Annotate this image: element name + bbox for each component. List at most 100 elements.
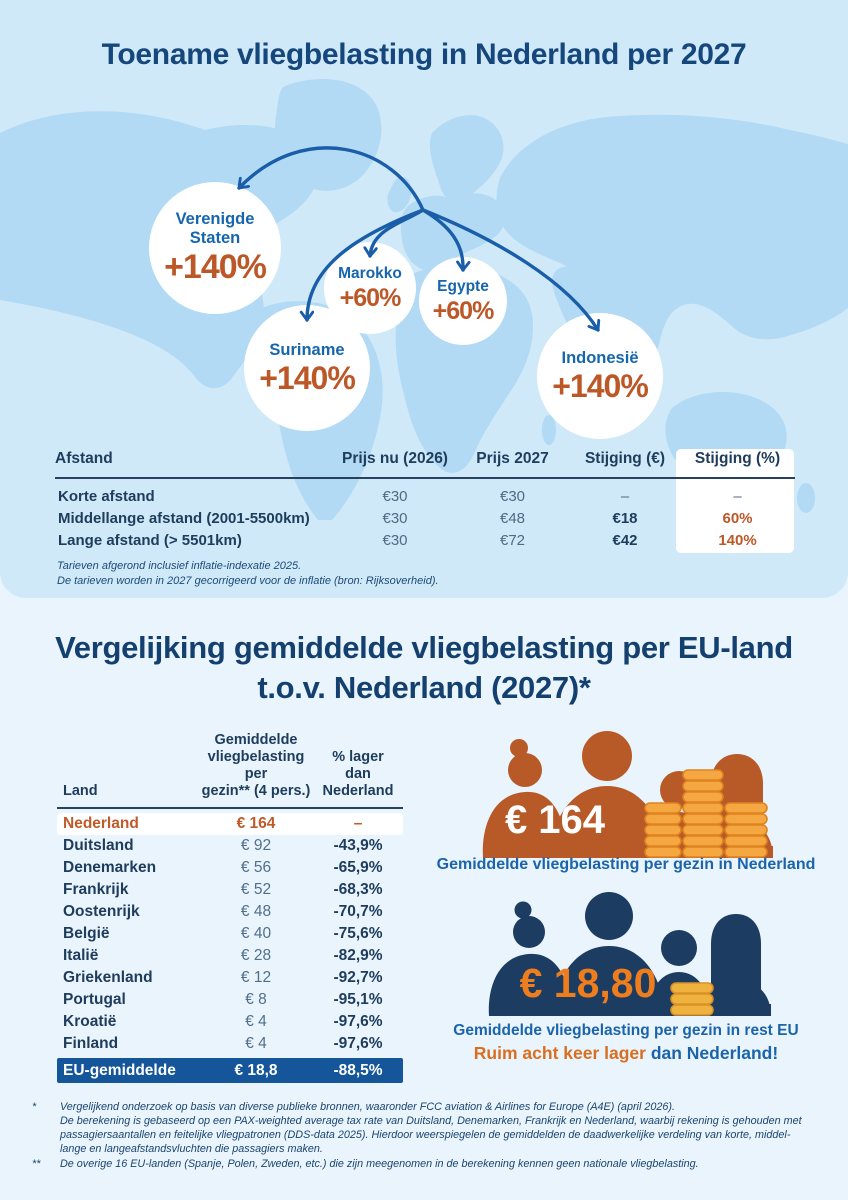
destination-circle-suriname xyxy=(244,305,370,431)
table-footnote-line1: Tarieven afgerond inclusief inflatie-ind… xyxy=(57,560,302,572)
footnote-1: * Vergelijkend onderzoek op basis van di… xyxy=(32,1100,824,1156)
pct-column-highlight xyxy=(676,449,794,553)
destination-increase: +140% xyxy=(552,367,649,404)
increase-eur: €18 xyxy=(612,509,638,527)
destination-name: Marokko xyxy=(338,264,402,282)
destination-increase: +140% xyxy=(259,359,356,396)
section-title-line1: Vergelijking gemiddelde vliegbelasting p… xyxy=(55,630,793,665)
price-now: €30 xyxy=(382,509,408,527)
column-header-afstand: Afstand xyxy=(55,450,113,467)
destination-circle-indonesie xyxy=(537,313,663,439)
nl-amount: € 164 xyxy=(504,798,606,842)
increase-pct: 140% xyxy=(718,531,757,549)
price-2027: €48 xyxy=(499,509,526,527)
destination-circle-marokko xyxy=(324,242,416,334)
world-map xyxy=(0,79,848,520)
table-row-nederland: Nederland € 164 – xyxy=(57,813,403,835)
column-header-average: Gemiddelde vliegbelasting per gezin** (4… xyxy=(201,732,311,799)
increase-pct: 60% xyxy=(722,509,753,527)
destination-name: Egypte xyxy=(437,277,489,295)
increase-pct: – xyxy=(733,487,742,505)
continent-scandinavia xyxy=(429,115,504,202)
island-uk xyxy=(387,177,412,213)
section-title: Vergelijking gemiddelde vliegbelasting p… xyxy=(0,628,848,708)
route-arrow-verenigde-staten xyxy=(237,146,425,212)
destination-bubble-egypte: Egypte +60% xyxy=(419,257,507,345)
nl-family-graphic xyxy=(482,731,773,858)
column-header-stijging-eur: Stijging (€) xyxy=(584,450,666,467)
route-arrow-indonesie xyxy=(421,208,598,332)
table-row: Middellange afstand (2001-5500km) €30 €4… xyxy=(55,507,795,529)
destination-increase: +60% xyxy=(432,296,495,325)
table-row: Korte afstand €30 €30 – – xyxy=(55,485,795,507)
coin-stack-icon xyxy=(644,769,768,858)
table-row: Oostenrijk € 48 -70,7% xyxy=(63,903,383,920)
table-row: Italië € 28 -82,9% xyxy=(63,947,383,964)
destination-name: Suriname xyxy=(269,340,345,359)
footnote-text: De overige 16 EU-landen (Spanje, Polen, … xyxy=(60,1158,699,1170)
table-row: Frankrijk € 52 -68,3% xyxy=(63,881,383,898)
destination-bubble-verenigde-staten: Verenigde Staten +140% xyxy=(149,182,281,314)
column-header-prijs-nu: Prijs nu (2026) xyxy=(342,450,448,467)
footnotes: * Vergelijkend onderzoek op basis van di… xyxy=(32,1100,824,1172)
eu-tax-table: Land Gemiddelde vliegbelasting per gezin… xyxy=(57,728,403,1083)
table-row: Griekenland € 12 -92,7% xyxy=(63,969,383,986)
row-label: Middellange afstand (2001-5500km) xyxy=(58,509,310,527)
continent-asia xyxy=(496,114,848,364)
top-section: Toename vliegbelasting in Nederland per … xyxy=(0,0,848,598)
table-row: Portugal € 8 -95,1% xyxy=(63,991,383,1008)
table-row-eu-gemiddelde: EU-gemiddelde € 18,8 -88,5% xyxy=(57,1058,403,1083)
eu-graphic-tagline: Ruim acht keer lager dan Nederland! xyxy=(428,1043,824,1064)
price-table: Afstand Prijs nu (2026) Prijs 2027 Stijg… xyxy=(55,450,795,551)
destination-circles xyxy=(149,182,663,439)
table-row: Finland € 4 -97,6% xyxy=(63,1035,383,1052)
table-footnote-line2: De tarieven worden in 2027 gecorrigeerd … xyxy=(57,574,439,587)
tagline-orange: Ruim acht keer lager xyxy=(473,1043,646,1063)
destination-bubble-suriname: Suriname +140% xyxy=(244,305,370,431)
column-header-pct-lower: % lager dan Nederland xyxy=(322,749,394,799)
eu-family-graphic xyxy=(488,892,771,1016)
price-2027: €72 xyxy=(499,531,526,549)
island-madagascar xyxy=(542,415,556,445)
destination-bubble-marokko: Marokko +60% xyxy=(324,242,416,334)
destination-bubble-indonesie: Indonesië +140% xyxy=(537,313,663,439)
destination-increase: +140% xyxy=(164,248,267,286)
table-row: Duitsland € 92 -43,9% xyxy=(63,837,383,854)
table-row: Lange afstand (> 5501km) €30 €72 €42 140… xyxy=(55,529,795,551)
destination-name: Verenigde Staten xyxy=(175,210,255,247)
table-row: België € 40 -75,6% xyxy=(63,925,383,942)
eu-amount: € 18,80 xyxy=(519,960,657,1006)
increase-eur: €42 xyxy=(612,531,638,549)
destination-increase: +60% xyxy=(339,283,402,312)
nl-graphic-caption: Gemiddelde vliegbelasting per gezin in N… xyxy=(436,856,816,873)
page-title: Toename vliegbelasting in Nederland per … xyxy=(101,38,747,71)
eu-table-header: Land Gemiddelde vliegbelasting per gezin… xyxy=(57,728,403,809)
column-header-land: Land xyxy=(63,783,98,799)
table-footnote: Tarieven afgerond inclusief inflatie-ind… xyxy=(57,559,439,588)
table-row: Kroatië € 4 -97,6% xyxy=(63,1013,383,1030)
footnote-text: Vergelijkend onderzoek op basis van dive… xyxy=(60,1101,802,1155)
tagline-blue: dan Nederland! xyxy=(645,1043,779,1063)
section-title-line2: t.o.v. Nederland (2027)* xyxy=(257,670,591,705)
coin-stack-icon xyxy=(670,982,714,1016)
price-now: €30 xyxy=(382,531,408,549)
row-label: Lange afstand (> 5501km) xyxy=(58,531,242,549)
table-row: Denemarken € 56 -65,9% xyxy=(63,859,383,876)
continent-greenland xyxy=(274,79,382,191)
price-2027: €30 xyxy=(499,487,526,505)
destination-circle-verenigde-staten xyxy=(149,182,281,314)
route-arrow-suriname xyxy=(307,208,425,322)
island-japan xyxy=(792,210,808,246)
destination-name: Indonesië xyxy=(561,348,639,367)
footnote-marker: ** xyxy=(32,1158,41,1170)
price-table-header: Afstand Prijs nu (2026) Prijs 2027 Stijg… xyxy=(55,450,795,479)
island-new-zealand xyxy=(797,483,815,513)
column-header-stijging-pct: Stijging (%) xyxy=(694,450,781,467)
footnote-2: ** De overige 16 EU-landen (Spanje, Pole… xyxy=(32,1157,824,1171)
increase-eur: – xyxy=(620,487,630,505)
price-now: €30 xyxy=(382,487,408,505)
destination-circle-egypte xyxy=(419,257,507,345)
row-label: Korte afstand xyxy=(58,487,155,505)
route-arrows xyxy=(237,146,598,332)
